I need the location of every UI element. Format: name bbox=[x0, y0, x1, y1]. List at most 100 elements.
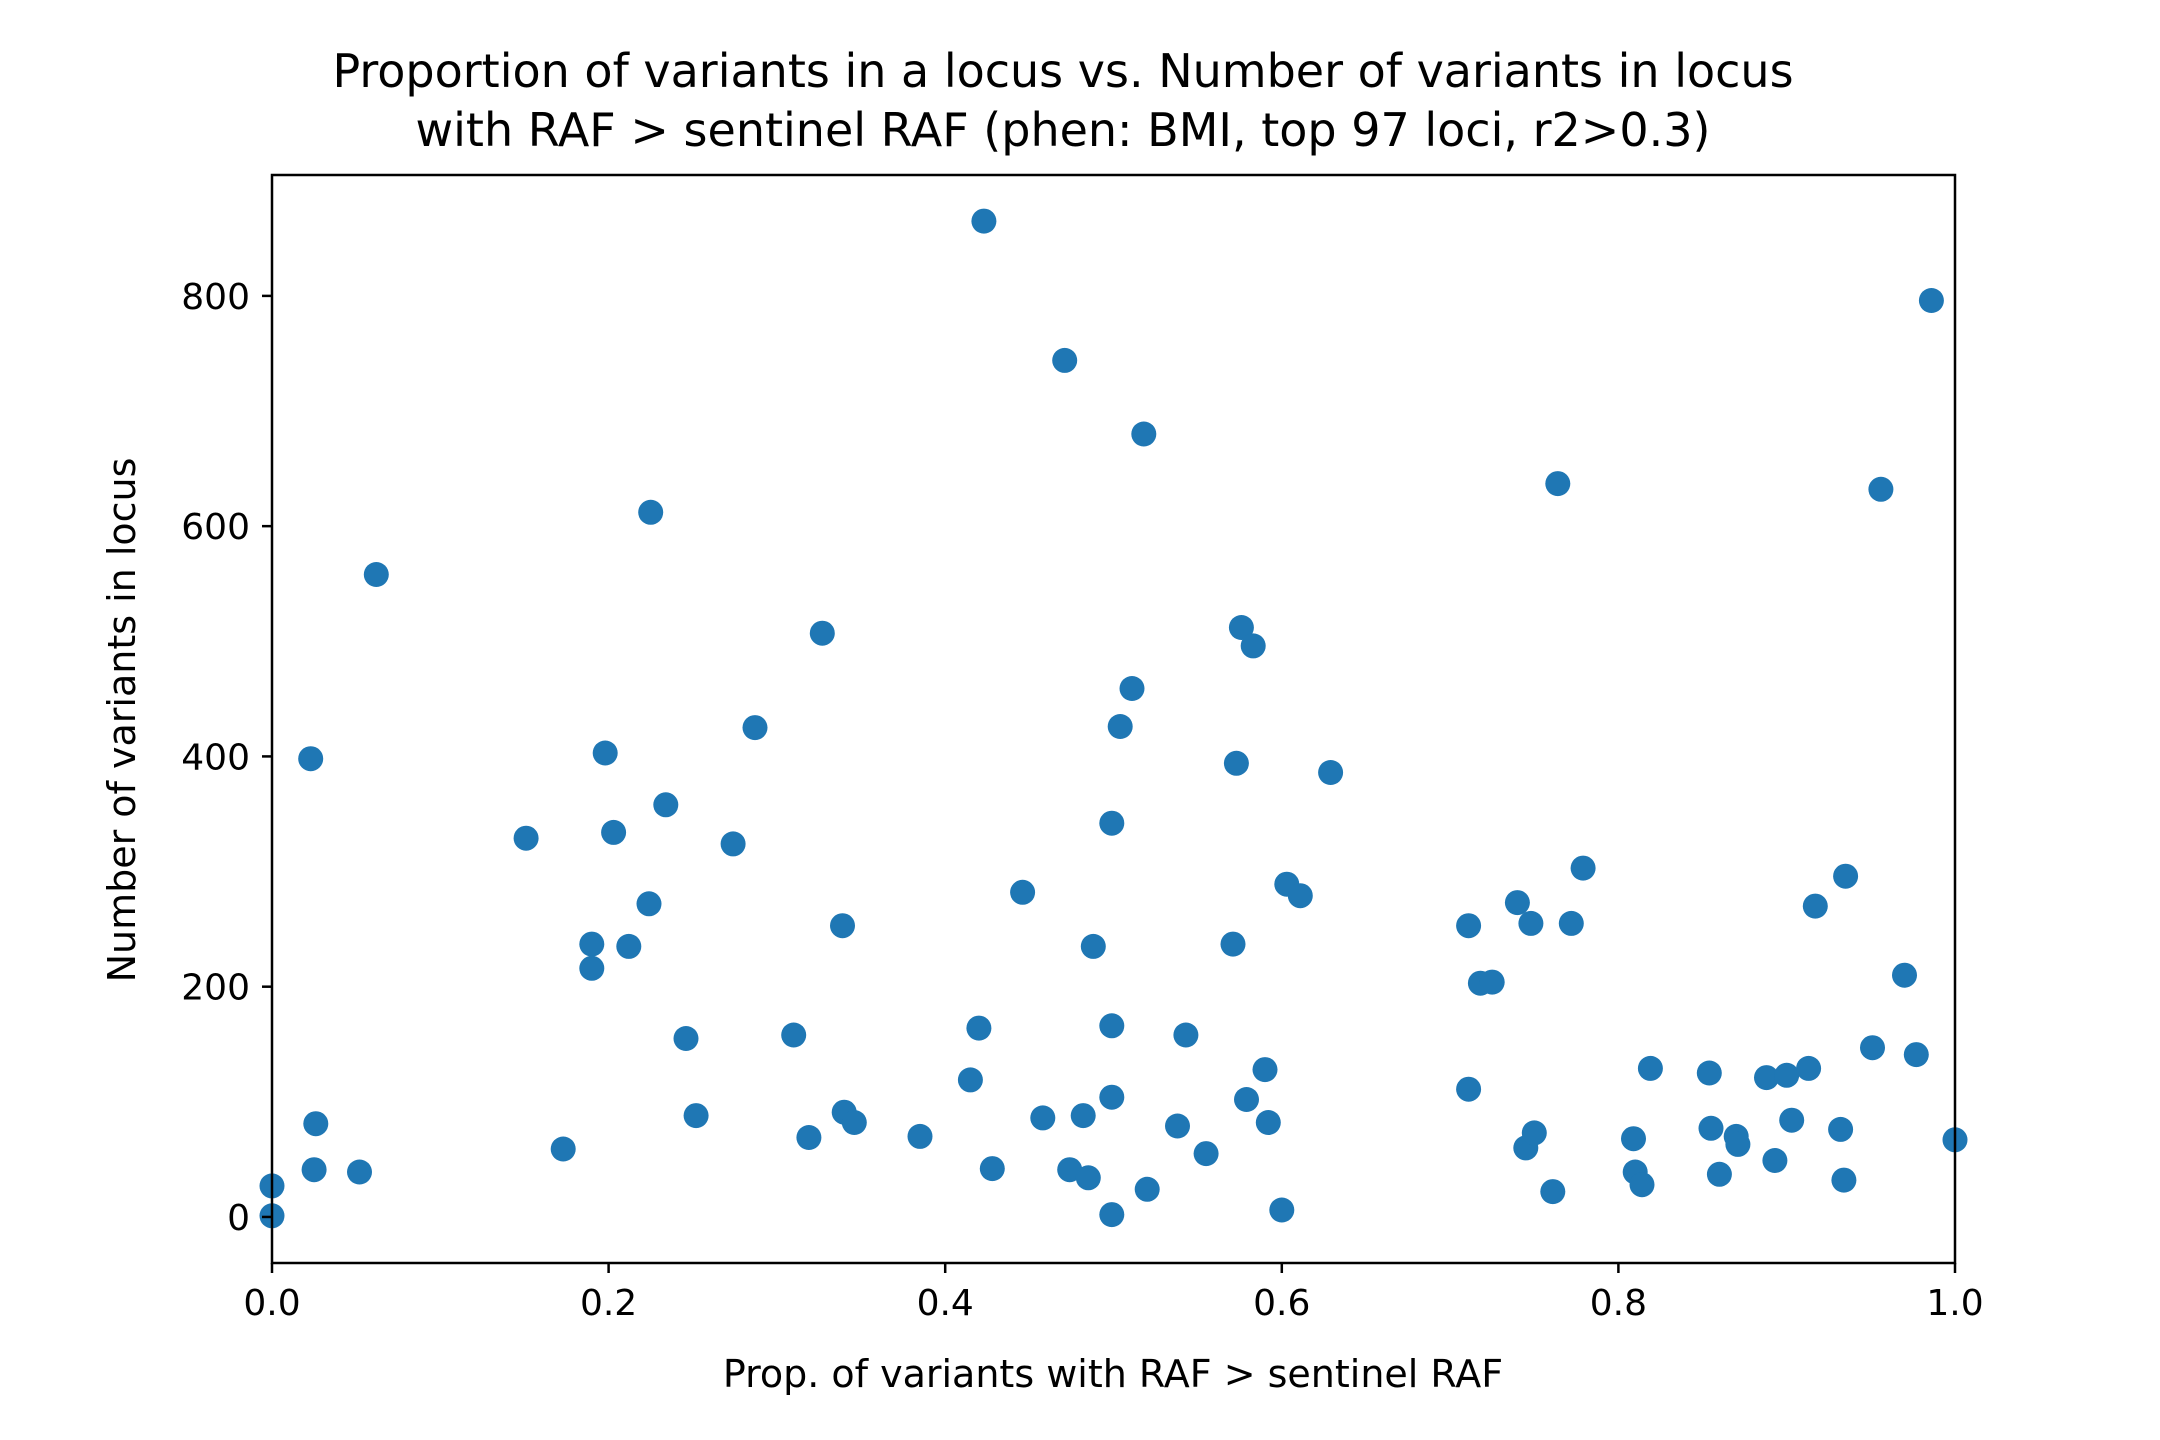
data-point bbox=[1255, 1110, 1281, 1135]
data-point bbox=[653, 792, 679, 818]
data-point bbox=[1052, 347, 1078, 373]
data-point bbox=[841, 1110, 867, 1135]
x-tick-label: 0.2 bbox=[580, 1283, 637, 1324]
data-point bbox=[638, 499, 664, 525]
data-point bbox=[907, 1123, 933, 1149]
data-point bbox=[796, 1125, 822, 1150]
data-points bbox=[259, 208, 1968, 1229]
data-point bbox=[1698, 1115, 1724, 1141]
data-point bbox=[1860, 1035, 1885, 1061]
data-point bbox=[601, 819, 627, 845]
data-point bbox=[1621, 1126, 1646, 1152]
data-point bbox=[683, 1103, 709, 1129]
data-point bbox=[957, 1067, 983, 1093]
data-point bbox=[720, 831, 746, 857]
plot-frame bbox=[270, 173, 1957, 1265]
data-point bbox=[1131, 421, 1157, 447]
x-tick-label: 0.4 bbox=[917, 1283, 974, 1324]
data-point bbox=[1234, 1087, 1259, 1112]
data-point bbox=[1099, 1084, 1125, 1110]
data-point bbox=[1779, 1107, 1805, 1133]
data-point bbox=[1193, 1141, 1219, 1167]
data-point bbox=[1075, 1165, 1101, 1191]
data-point bbox=[809, 620, 835, 646]
data-point bbox=[1796, 1055, 1822, 1081]
data-point bbox=[1629, 1172, 1655, 1198]
data-point bbox=[1119, 676, 1145, 701]
data-point bbox=[1220, 931, 1246, 957]
chart-title: Proportion of variants in a locus vs. Nu… bbox=[332, 44, 1793, 157]
data-point bbox=[1010, 879, 1036, 905]
data-point bbox=[1107, 714, 1133, 739]
data-point bbox=[301, 1157, 327, 1183]
data-point bbox=[971, 208, 997, 234]
data-point bbox=[1521, 1120, 1547, 1146]
data-point bbox=[742, 715, 768, 741]
data-point bbox=[1802, 893, 1828, 919]
y-tick-label: 800 bbox=[181, 277, 250, 318]
data-point bbox=[1903, 1042, 1929, 1068]
data-point bbox=[513, 825, 539, 851]
data-point bbox=[1223, 750, 1249, 776]
data-point bbox=[1725, 1131, 1751, 1157]
data-point bbox=[347, 1159, 372, 1185]
data-point bbox=[1762, 1148, 1788, 1173]
data-point bbox=[1706, 1161, 1732, 1187]
data-point bbox=[673, 1026, 699, 1051]
data-point bbox=[1099, 1013, 1125, 1039]
data-point bbox=[636, 891, 662, 917]
data-point bbox=[1099, 810, 1125, 836]
y-tick-label: 400 bbox=[181, 737, 250, 778]
data-point bbox=[1833, 863, 1859, 889]
data-point bbox=[1456, 913, 1482, 939]
data-point bbox=[1269, 1197, 1295, 1223]
data-point bbox=[1868, 476, 1894, 502]
data-point bbox=[1918, 288, 1944, 313]
data-point bbox=[1518, 910, 1544, 936]
chart-title-line-2: with RAF > sentinel RAF (phen: BMI, top … bbox=[416, 103, 1711, 157]
data-point bbox=[966, 1015, 992, 1041]
data-point bbox=[616, 933, 642, 959]
data-point bbox=[298, 746, 324, 772]
data-point bbox=[1637, 1055, 1663, 1081]
chart-title-line-1: Proportion of variants in a locus vs. Nu… bbox=[332, 44, 1793, 98]
data-point bbox=[1240, 633, 1266, 659]
y-tick-label: 200 bbox=[181, 968, 250, 1009]
data-point bbox=[1479, 969, 1505, 995]
data-point bbox=[1080, 933, 1106, 959]
data-point bbox=[979, 1156, 1005, 1182]
data-point bbox=[579, 931, 605, 957]
data-point bbox=[1070, 1103, 1096, 1129]
data-point bbox=[579, 955, 605, 981]
data-point bbox=[1030, 1105, 1056, 1131]
data-point bbox=[830, 913, 855, 939]
y-tick-label: 0 bbox=[227, 1198, 250, 1239]
x-tick-label: 0.8 bbox=[1590, 1283, 1647, 1324]
data-point bbox=[1570, 855, 1596, 881]
y-axis-ticks: 0 200 400 600 800 bbox=[181, 277, 272, 1239]
data-point bbox=[1228, 615, 1254, 640]
data-point bbox=[1134, 1176, 1160, 1202]
data-point bbox=[1099, 1202, 1125, 1228]
data-point bbox=[1545, 471, 1571, 497]
x-tick-label: 0.0 bbox=[243, 1283, 300, 1324]
data-point bbox=[1828, 1116, 1854, 1142]
data-point bbox=[1754, 1065, 1779, 1091]
data-point bbox=[303, 1111, 329, 1137]
data-point bbox=[550, 1136, 576, 1162]
x-axis-ticks: 0.0 0.2 0.4 0.6 0.8 1.0 bbox=[243, 1263, 1984, 1324]
data-point bbox=[363, 562, 389, 587]
x-tick-label: 0.6 bbox=[1253, 1283, 1310, 1324]
data-point bbox=[781, 1022, 807, 1048]
data-point bbox=[1318, 760, 1344, 785]
data-point bbox=[1774, 1062, 1800, 1088]
data-point bbox=[1287, 883, 1313, 909]
data-point bbox=[1892, 962, 1917, 988]
data-point bbox=[1504, 890, 1530, 916]
data-point bbox=[1252, 1057, 1278, 1083]
data-point bbox=[1540, 1179, 1566, 1205]
y-tick-label: 600 bbox=[181, 507, 250, 548]
data-point bbox=[1558, 910, 1584, 936]
